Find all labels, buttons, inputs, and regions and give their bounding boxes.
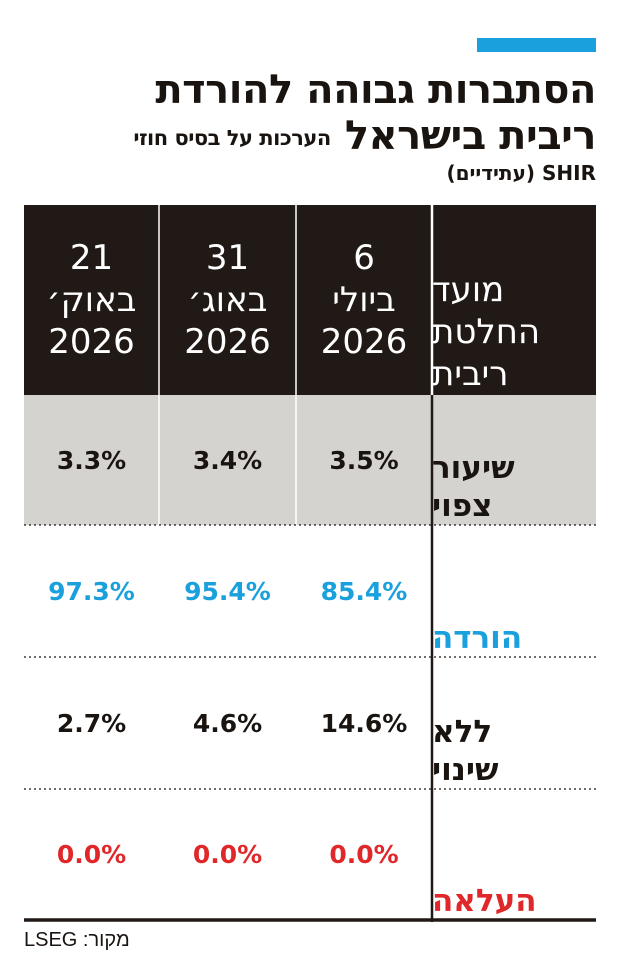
value-cell: 0.0% <box>56 840 127 869</box>
row-label: ללא שינוי <box>432 657 596 789</box>
value-cell: 97.3% <box>48 576 135 606</box>
value-cell: 2.7% <box>56 708 127 738</box>
column-header-line: ריבית <box>432 354 509 394</box>
highlight-row-background <box>24 395 596 525</box>
column-header: 6 ביולי 2026 <box>296 205 432 395</box>
value-cell: 0.0% <box>192 840 263 869</box>
column-header-line: 2026 <box>48 322 135 362</box>
column-header-line: 2026 <box>184 322 271 362</box>
chart-title-line-1: הסתברות גבוהה להורדת <box>155 67 596 113</box>
column-header-line: 2026 <box>320 322 408 362</box>
row-label-line: העלאה <box>432 883 537 919</box>
column-header: 31 באוג׳ 2026 <box>159 205 296 395</box>
value-cell: 95.4% <box>184 576 271 606</box>
chart-title-line-2-text: ריבית בישראל <box>344 113 597 159</box>
column-header-line: באוק׳ <box>46 280 137 320</box>
value-cell: 3.3% <box>56 445 127 475</box>
value-cell: 4.6% <box>192 708 263 738</box>
column-header-line: 31 <box>205 238 250 278</box>
column-header-line: באוג׳ <box>187 280 268 320</box>
value-cell: 85.4% <box>320 576 408 606</box>
column-header-line: 6 <box>353 238 375 278</box>
accent-bar <box>477 38 596 52</box>
probability-table: מועד החלטת ריבית 6 ביולי 2026 31 באוג׳ 2026 21 באו… <box>24 205 596 922</box>
header-background <box>24 205 596 395</box>
source-note: מקור: LSEG <box>24 929 130 951</box>
value-cell: 3.5% <box>329 445 399 475</box>
column-header-line: החלטת <box>432 312 541 352</box>
column-header-line: ביולי <box>332 280 396 320</box>
row-label-line: שיעור <box>432 450 515 486</box>
row-label-line: ללא <box>432 714 493 750</box>
row-label-line: הורדה <box>432 620 523 656</box>
column-header-line: 21 <box>69 238 114 278</box>
row-label: שיעור צפוי <box>432 395 596 525</box>
value-cell: 0.0% <box>329 840 399 869</box>
column-header-line: מועד <box>432 270 505 310</box>
value-cell: 3.4% <box>192 445 263 475</box>
value-cell: 14.6% <box>320 708 408 738</box>
row-label: העלאה <box>432 789 596 920</box>
row-label-line: צפוי <box>432 488 493 524</box>
chart-subtitle: הערכות על בסיס חוזי <box>133 126 331 150</box>
row-label: הורדה <box>432 525 596 657</box>
column-header: מועד החלטת ריבית <box>432 205 596 395</box>
table-grid <box>24 205 596 922</box>
row-label-line: שינוי <box>432 752 499 788</box>
column-header: 21 באוק׳ 2026 <box>24 205 159 395</box>
chart-subtitle-line-2: SHIR (עתידיים) <box>446 161 596 185</box>
chart-title-line-2: ריבית בישראל הערכות על בסיס חוזי <box>16 112 596 162</box>
